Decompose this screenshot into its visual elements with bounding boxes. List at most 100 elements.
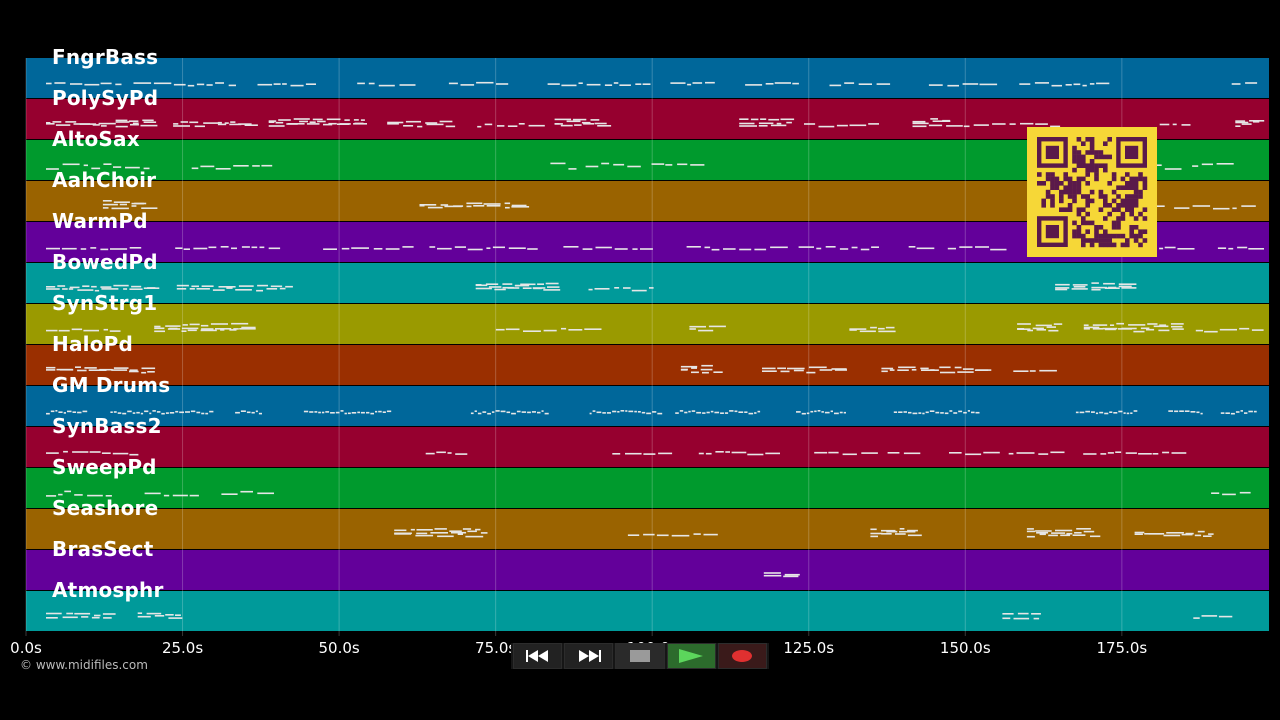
note <box>241 246 250 248</box>
note <box>649 287 654 289</box>
note <box>123 288 128 290</box>
note <box>765 452 780 455</box>
play-button[interactable] <box>666 643 716 669</box>
note <box>187 84 195 87</box>
note <box>465 535 484 538</box>
note <box>82 285 90 287</box>
note <box>763 574 782 577</box>
note <box>554 123 563 125</box>
note <box>201 285 214 287</box>
note <box>704 246 711 249</box>
note <box>1251 329 1264 331</box>
note <box>642 83 651 85</box>
note <box>196 411 201 414</box>
note <box>532 287 546 289</box>
note <box>710 410 714 413</box>
note <box>101 288 119 290</box>
note <box>189 323 200 326</box>
note <box>185 411 190 413</box>
note <box>793 369 804 372</box>
note <box>511 206 530 208</box>
note <box>57 285 66 287</box>
note <box>1230 412 1235 415</box>
note <box>378 410 382 413</box>
rewind-button[interactable] <box>513 643 563 669</box>
note <box>1038 453 1049 455</box>
note <box>527 248 538 250</box>
note <box>725 451 730 453</box>
note <box>698 452 704 455</box>
note <box>834 412 839 415</box>
note <box>1177 248 1195 250</box>
note <box>495 328 505 331</box>
note <box>665 164 673 166</box>
note <box>1083 530 1095 533</box>
note <box>100 248 109 251</box>
note <box>113 201 130 203</box>
note <box>143 121 157 123</box>
note <box>876 83 891 85</box>
note <box>56 368 73 371</box>
note <box>368 82 375 85</box>
tick-label: 50.0s <box>318 639 360 657</box>
note <box>947 84 959 87</box>
note <box>1121 287 1137 289</box>
note <box>1245 82 1258 84</box>
note <box>516 410 521 413</box>
note <box>169 412 175 414</box>
note <box>505 206 510 209</box>
note <box>1235 411 1240 413</box>
note <box>268 125 285 127</box>
note <box>52 121 62 123</box>
note <box>770 124 787 127</box>
qr-code-icon[interactable] <box>1027 127 1157 257</box>
note <box>547 286 560 288</box>
note <box>1050 451 1065 454</box>
note <box>66 612 74 615</box>
note <box>1096 82 1110 85</box>
note <box>971 411 975 414</box>
note <box>203 122 219 124</box>
note <box>774 82 791 84</box>
note <box>172 494 188 497</box>
note <box>309 121 316 123</box>
note <box>183 248 190 250</box>
note <box>143 287 160 289</box>
note <box>1147 323 1158 325</box>
note <box>844 82 855 84</box>
note <box>181 327 199 330</box>
note <box>1002 617 1011 620</box>
note <box>344 412 347 415</box>
note <box>1027 329 1033 332</box>
note <box>1248 410 1253 413</box>
note <box>734 410 738 413</box>
note <box>568 329 583 331</box>
note <box>282 83 287 85</box>
record-button[interactable] <box>717 643 768 669</box>
note <box>992 123 1006 125</box>
note <box>477 125 482 128</box>
note <box>309 411 314 413</box>
note <box>1211 492 1220 494</box>
note <box>796 411 801 413</box>
note <box>220 329 225 331</box>
fast-forward-button[interactable] <box>564 643 614 669</box>
note <box>739 125 757 127</box>
note <box>1055 287 1070 289</box>
note <box>949 410 953 412</box>
note <box>1035 123 1048 125</box>
note <box>1079 411 1085 414</box>
note <box>191 167 199 170</box>
note <box>1039 369 1057 372</box>
tick-label: 150.0s <box>939 639 991 657</box>
track-label: AltoSax <box>52 127 140 151</box>
note <box>103 328 108 331</box>
note <box>828 451 839 454</box>
note <box>1083 326 1100 329</box>
note <box>825 246 836 248</box>
note <box>739 122 755 125</box>
note <box>268 120 277 122</box>
note <box>58 329 70 332</box>
stop-button[interactable] <box>615 643 665 669</box>
note <box>496 83 509 85</box>
